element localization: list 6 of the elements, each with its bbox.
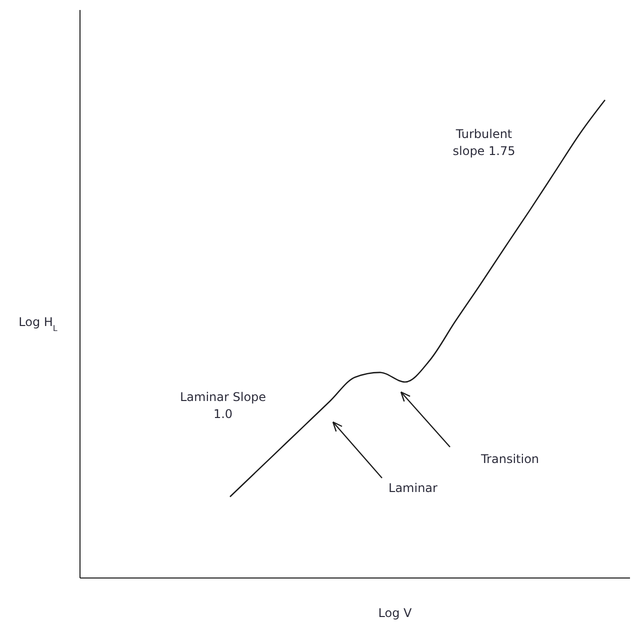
y-axis-title: Log H$_{L}$ — [18, 315, 58, 332]
x-axis-title: Log V — [378, 606, 413, 620]
annotation: Laminar — [388, 481, 438, 495]
annotation: Turbulent slope 1.75 — [452, 127, 516, 158]
annotation: Laminar Slope 1.0 — [180, 390, 266, 421]
annotation: Transition — [480, 452, 540, 466]
